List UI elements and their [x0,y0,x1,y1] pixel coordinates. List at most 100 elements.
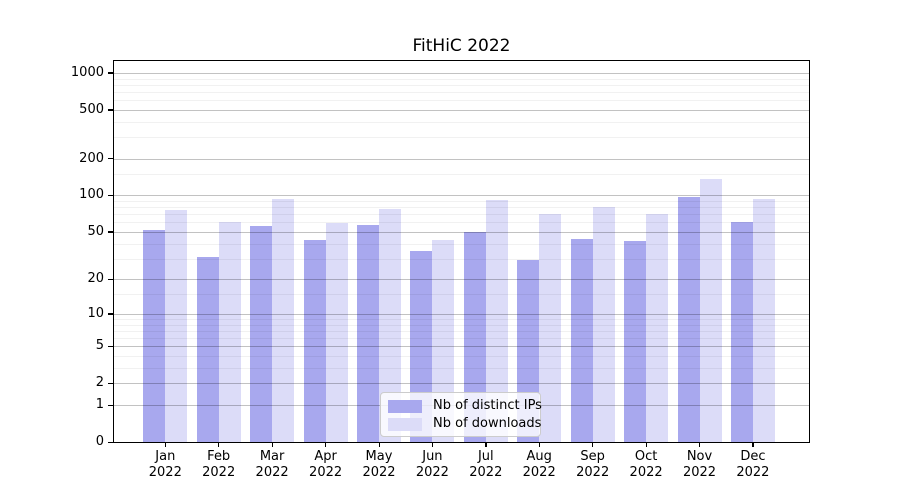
xtick-label-feb-2022: Feb 2022 [187,449,251,481]
gridline-major-5 [114,346,809,348]
xtick-month: Jan [155,449,176,464]
ytick-mark-100 [108,194,114,197]
bar-nb-of-downloads-may-2022 [379,209,401,442]
xtick-year: 2022 [629,465,663,480]
bar-nb-of-distinct-ips-may-2022 [357,225,379,442]
xtick-label-apr-2022: Apr 2022 [294,449,358,481]
gridline-minor-900 [114,78,809,80]
bar-nb-of-downloads-jan-2022 [165,209,188,442]
xtick-mark-jun-2022 [431,443,434,447]
bar-nb-of-distinct-ips-apr-2022 [303,239,326,442]
gridline-minor-700 [114,91,809,93]
gridline-minor-70 [114,214,809,216]
xtick-label-dec-2022: Dec 2022 [721,449,785,481]
ytick-mark-5 [108,345,114,348]
gridline-minor-4 [114,356,809,357]
gridline-major-500 [114,109,809,111]
bar-nb-of-downloads-sep-2022 [592,206,615,442]
xtick-label-sep-2022: Sep 2022 [561,449,625,481]
xtick-mark-mar-2022 [271,443,273,447]
xtick-mark-feb-2022 [218,443,220,447]
xtick-month: Jul [477,449,494,464]
gridline-minor-40 [114,243,809,245]
xtick-mark-nov-2022 [699,443,701,447]
xtick-year: 2022 [362,465,396,480]
xtick-label-jul-2022: Jul 2022 [454,449,518,481]
xtick-year: 2022 [576,465,610,480]
xtick-year: 2022 [736,465,770,480]
xtick-label-may-2022: May 2022 [347,449,411,481]
ytick-label-20: 20 [87,271,104,287]
gridline-minor-60 [114,222,809,224]
gridline-minor-600 [114,100,809,102]
ytick-label-200: 200 [79,150,104,166]
xtick-month: May [365,449,393,464]
xtick-year: 2022 [522,465,556,480]
legend-label-nb-of-downloads: Nb of downloads [433,416,542,431]
gridline-major-10 [114,313,809,315]
ytick-mark-200 [108,158,114,160]
gridline-minor-15 [114,293,809,295]
xtick-month: Oct [634,449,658,464]
bar-nb-of-distinct-ips-oct-2022 [624,241,647,442]
xtick-month: Dec [740,449,766,464]
ytick-mark-20 [108,278,114,281]
xtick-mark-apr-2022 [325,443,327,447]
ytick-mark-1000 [108,72,114,74]
xtick-label-oct-2022: Oct 2022 [614,449,678,481]
xtick-month: Feb [207,449,231,464]
legend-item-nb-of-downloads: Nb of downloads [388,415,541,433]
ytick-label-0: 0 [95,434,104,449]
legend-swatch-nb-of-distinct-ips [388,399,422,413]
xtick-month: Sep [580,449,605,464]
xtick-year: 2022 [682,465,717,480]
xtick-year: 2022 [202,465,236,480]
bar-nb-of-downloads-apr-2022 [325,223,348,442]
gridline-major-2 [114,383,809,385]
ytick-label-2: 2 [95,375,104,391]
gridline-minor-8 [114,324,809,326]
xtick-mark-jul-2022 [485,443,487,447]
gridline-major-20 [114,279,809,281]
bar-nb-of-distinct-ips-jul-2022 [463,231,486,442]
bar-nb-of-downloads-mar-2022 [272,199,295,442]
bar-nb-of-downloads-dec-2022 [752,198,775,442]
gridline-minor-3 [114,367,809,369]
gridline-major-100 [114,195,809,197]
ytick-mark-10 [108,313,114,315]
gridline-minor-9 [114,319,809,320]
xtick-label-jan-2022: Jan 2022 [133,449,197,481]
bar-nb-of-downloads-feb-2022 [218,222,241,442]
xtick-year: 2022 [469,465,503,480]
bar-nb-of-distinct-ips-jan-2022 [143,229,166,442]
bar-nb-of-downloads-oct-2022 [646,214,669,442]
legend-swatch-nb-of-downloads [388,417,422,431]
gridline-minor-80 [114,207,809,209]
gridline-minor-300 [114,137,809,139]
xtick-month: Nov [686,449,713,464]
bar-nb-of-distinct-ips-feb-2022 [196,256,219,442]
bar-nb-of-downloads-aug-2022 [539,213,562,442]
ytick-mark-50 [108,231,114,233]
ytick-mark-500 [108,109,114,111]
gridline-minor-30 [114,258,809,260]
xtick-label-nov-2022: Nov 2022 [668,449,732,481]
legend: Nb of distinct IPs Nb of downloads [380,392,542,437]
bar-nb-of-downloads-nov-2022 [699,179,722,442]
ytick-label-1: 1 [95,397,104,412]
xtick-month: Apr [314,449,337,464]
xtick-mark-oct-2022 [645,443,647,447]
bar-nb-of-downloads-jun-2022 [432,239,455,442]
gridline-major-200 [114,158,809,160]
xtick-mark-dec-2022 [752,443,754,447]
ytick-mark-2 [108,382,114,385]
gridline-minor-90 [114,201,809,202]
xtick-mark-sep-2022 [592,443,594,447]
ytick-label-500: 500 [79,101,104,117]
legend-item-nb-of-distinct-ips: Nb of distinct IPs [388,397,542,415]
bar-nb-of-distinct-ips-nov-2022 [677,197,700,442]
bar-nb-of-distinct-ips-sep-2022 [570,238,593,442]
bar-nb-of-distinct-ips-dec-2022 [730,221,753,442]
ytick-label-100: 100 [79,187,104,203]
xtick-label-jun-2022: Jun 2022 [400,449,464,481]
